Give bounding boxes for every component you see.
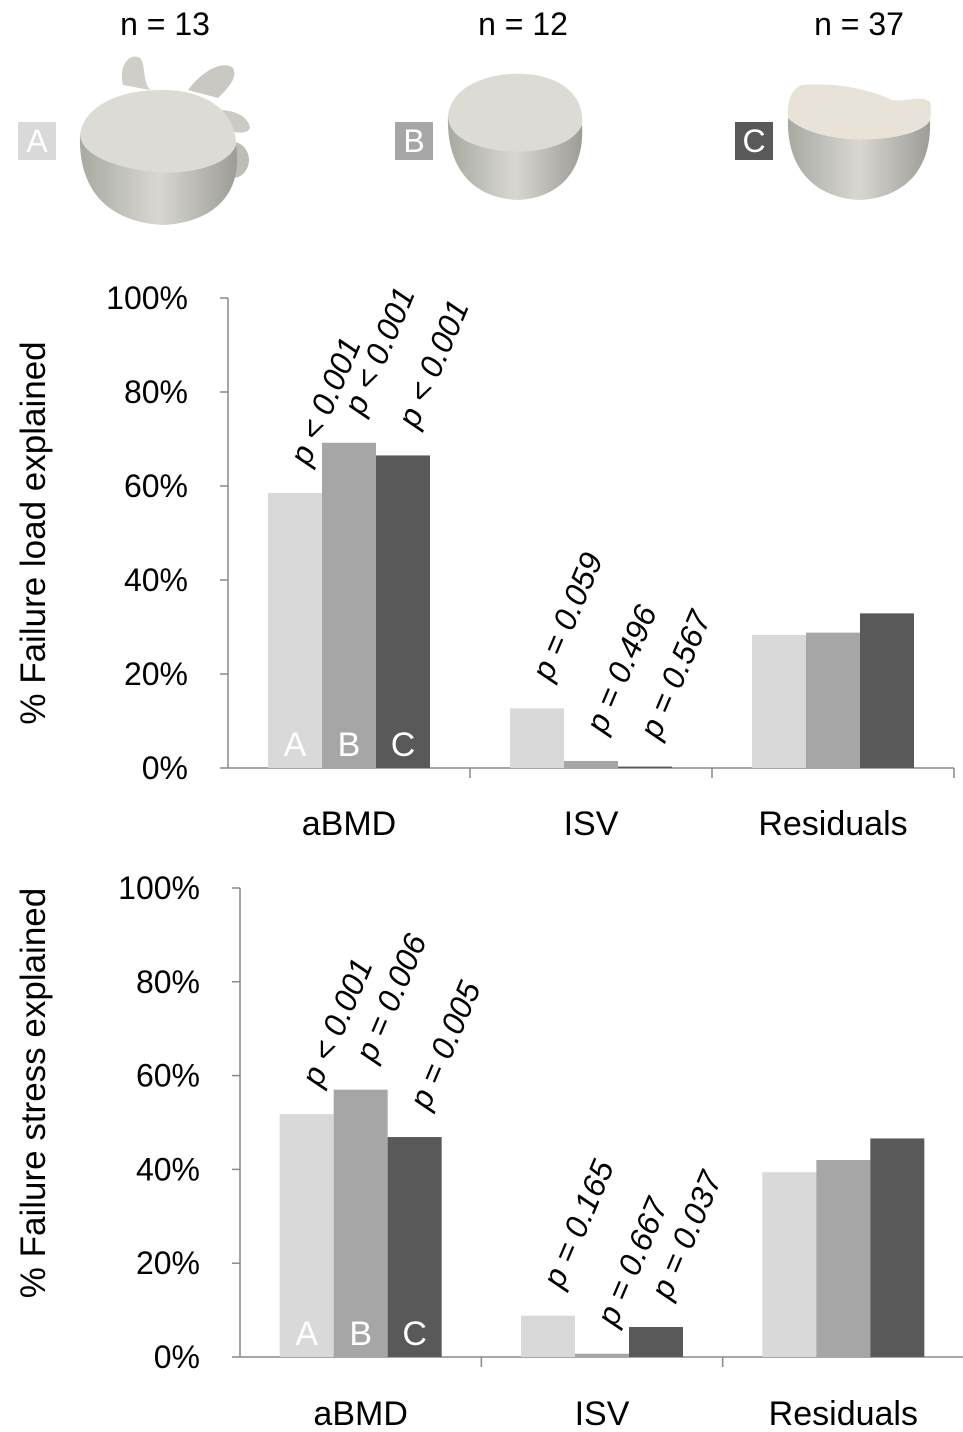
y-tick-label: 0%: [154, 1339, 200, 1375]
chart-failure-load: % Failure load explained 0% 20% 40% 60% 80% 10…: [14, 280, 955, 840]
y-axis-label: % Failure stress explained: [14, 888, 53, 1298]
bar-b-residuals: [806, 632, 860, 768]
bar-letter: C: [391, 726, 416, 764]
bar-a-isv: [521, 1315, 575, 1357]
y-axis-label: % Failure load explained: [14, 341, 53, 724]
bar-b-abmd: [333, 1089, 388, 1357]
n-label-b: n = 12: [478, 6, 568, 42]
n-label-a: n = 13: [120, 6, 210, 42]
y-tick-label: 40%: [136, 1151, 200, 1187]
x-tick-label: Residuals: [769, 1395, 918, 1430]
vertebra-c-image: [787, 84, 931, 200]
y-tick-label: 100%: [118, 870, 200, 906]
bar-a-residuals: [762, 1172, 817, 1357]
bar-a-isv: [510, 708, 564, 768]
bar-a-abmd: [268, 493, 322, 768]
bar-b-residuals: [816, 1160, 871, 1357]
bar-letter: B: [349, 1315, 372, 1353]
bar-c-isv: [629, 1326, 683, 1357]
bar-c-abmd: [376, 455, 430, 768]
y-tick-label: 20%: [136, 1245, 200, 1281]
y-tick-label: 80%: [124, 374, 188, 410]
x-tick-label: aBMD: [302, 805, 396, 840]
x-tick-label: aBMD: [313, 1395, 407, 1430]
bar-a-abmd: [279, 1114, 334, 1357]
bar-b-isv: [575, 1353, 629, 1357]
bar-letter: A: [295, 1315, 318, 1353]
bar-c-isv: [618, 766, 672, 768]
vertebra-b-image: [447, 73, 583, 200]
bar-c-abmd: [387, 1137, 442, 1357]
y-tick-label: 0%: [142, 750, 188, 786]
x-tick-label: ISV: [575, 1395, 630, 1430]
bar-b-isv: [564, 760, 618, 768]
badge-c: C: [735, 122, 773, 160]
y-tick-label: 100%: [106, 280, 188, 316]
y-tick-label: 40%: [124, 562, 188, 598]
chart-failure-stress: % Failure stress explained 0% 20% 40% 60% 80%…: [14, 870, 963, 1430]
bar-letter: A: [284, 726, 307, 764]
p-value-label: p = 0.005: [402, 976, 488, 1115]
p-value-label: p = 0.059: [524, 547, 610, 686]
bar-b-abmd: [322, 442, 376, 768]
bar-c-residuals: [860, 613, 914, 768]
y-tick-label: 60%: [124, 468, 188, 504]
bar-c-residuals: [870, 1138, 925, 1357]
n-label-c: n = 37: [814, 6, 904, 42]
x-tick-label: Residuals: [758, 805, 907, 840]
y-tick-label: 60%: [136, 1058, 200, 1094]
bar-letter: C: [402, 1315, 427, 1353]
y-tick-label: 20%: [124, 656, 188, 692]
bar-a-residuals: [752, 634, 806, 768]
vertebra-a-image: [79, 56, 250, 225]
bar-letter: B: [338, 726, 361, 764]
x-tick-label: ISV: [564, 805, 619, 840]
badge-b: B: [395, 122, 433, 160]
y-tick-label: 80%: [136, 964, 200, 1000]
badge-a: A: [18, 122, 56, 160]
